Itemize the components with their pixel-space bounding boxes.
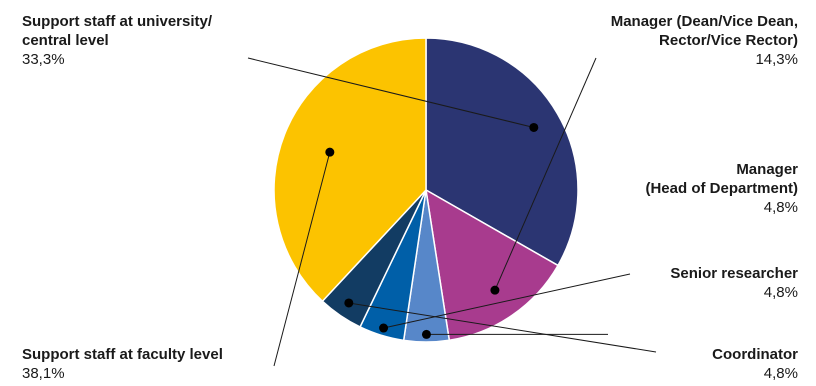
leader-line-support-university <box>247 57 534 128</box>
leader-dot-support-faculty <box>325 147 335 157</box>
leader-line-senior-researcher <box>383 273 631 329</box>
label-manager-head-name: Manager (Head of Department) <box>645 161 798 197</box>
pie-slice-support-faculty <box>273 37 427 303</box>
leader-dot-coordinator <box>344 298 354 308</box>
leader-line-support-faculty <box>273 152 331 367</box>
pie-slices <box>273 37 579 343</box>
label-senior-researcher-value: 4,8% <box>763 284 798 301</box>
label-coordinator-value: 4,8% <box>763 365 798 382</box>
label-senior-researcher-name: Senior researcher <box>670 265 798 282</box>
label-coordinator-name: Coordinator <box>712 346 798 363</box>
label-support-faculty: Support staff at faculty level 38,1% <box>22 345 223 383</box>
label-support-faculty-name: Support staff at faculty level <box>22 346 223 363</box>
leader-dot-support-university <box>529 122 539 132</box>
label-support-university-value: 33,3% <box>22 51 65 68</box>
label-support-faculty-value: 38,1% <box>22 365 65 382</box>
leader-dot-manager-dean <box>490 285 500 295</box>
label-manager-head-value: 4,8% <box>763 199 798 216</box>
label-manager-dean-value: 14,3% <box>755 51 798 68</box>
label-manager-dean: Manager (Dean/Vice Dean, Rector/Vice Rec… <box>611 12 798 69</box>
label-coordinator: Coordinator 4,8% <box>712 345 798 383</box>
leader-dot-manager-head <box>421 329 431 339</box>
leader-lines <box>247 57 657 367</box>
label-senior-researcher: Senior researcher 4,8% <box>670 264 798 302</box>
label-manager-head: Manager (Head of Department) 4,8% <box>645 160 798 217</box>
leader-line-coordinator <box>348 302 657 353</box>
label-support-university: Support staff at university/ central lev… <box>22 12 212 69</box>
leader-line-manager-dean <box>494 57 597 291</box>
label-manager-dean-name: Manager (Dean/Vice Dean, Rector/Vice Rec… <box>610 13 798 49</box>
leader-dot-senior-researcher <box>379 323 389 333</box>
pie-slice-manager-dean <box>425 188 559 342</box>
label-support-university-name: Support staff at university/ central lev… <box>22 13 213 49</box>
pie-slice-support-university <box>425 37 579 267</box>
